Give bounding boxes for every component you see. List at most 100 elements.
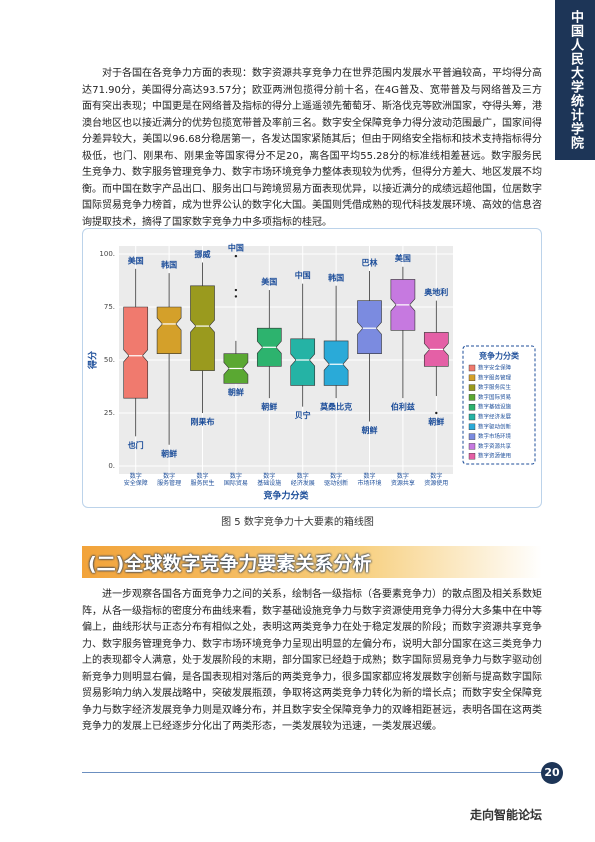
x-tick-label-line: 数字 <box>330 472 342 480</box>
x-tick-label-line: 数字 <box>263 472 275 480</box>
annotation: 朝鲜 <box>261 402 277 412</box>
box <box>123 306 149 399</box>
x-tick-label-line: 数字 <box>297 472 309 480</box>
legend-swatch <box>468 403 476 411</box>
legend-swatch <box>468 452 476 460</box>
x-tick-label-line: 经济发展 <box>291 479 315 487</box>
footer-line <box>82 772 542 773</box>
legend-label: 数字国际贸易 <box>478 393 511 401</box>
legend-label: 数字服务管理 <box>478 373 512 381</box>
box <box>357 300 382 354</box>
x-tick-label-line: 驱动创新 <box>324 479 348 487</box>
legend-swatch <box>468 394 476 401</box>
side-title: 中国人民大学统计学院 <box>555 0 595 160</box>
section-heading: (二)全球数字竞争力要素关系分析 <box>88 553 372 575</box>
x-tick-label-line: 数字 <box>130 472 142 480</box>
box <box>290 338 316 386</box>
x-tick-label-line: 数字 <box>196 472 208 480</box>
x-tick-label: 数字驱动创新 <box>324 472 348 487</box>
annotation: 奥地利 <box>423 287 448 297</box>
annotation: 也门 <box>128 440 144 450</box>
x-tick-label: 数字资源共享 <box>391 472 415 487</box>
x-tick-label: 数字经济发展 <box>291 472 315 487</box>
annotation: 挪威 <box>195 249 211 259</box>
legend-box <box>462 345 536 465</box>
x-tick-label-line: 服务管理 <box>157 479 181 487</box>
chart: 0.25.50.75.100.得分竞争力分类美国也门数字安全保障韩国朝鲜数字服务… <box>87 243 536 502</box>
figure: 0. 25. 50. 75. 100. 得分 竞争力分类 美国 也门 数字安全保障 韩国 朝鲜 数字服务… <box>82 228 542 508</box>
y-tick-label: 25. <box>104 409 115 417</box>
paragraph: 进一步观察各国各方面竞争力之间的关系，绘制各一级指标（各要素竞争力）的散点图及相… <box>82 589 542 732</box>
annotation: 莫桑比克 <box>319 402 352 412</box>
legend-label: 数字基础设施 <box>478 403 512 411</box>
annotation: 朝鲜 <box>228 387 244 397</box>
x-tick-label: 数字基础设施 <box>257 472 281 487</box>
x-tick-label-line: 数字 <box>363 472 375 480</box>
page-number: 20 <box>541 762 563 784</box>
paragraph: 对于各国在各竞争力方面的表现：数字资源共享竞争力在世界范围内发展水平普遍较高，平… <box>82 68 542 228</box>
annotation: 中国 <box>228 243 244 253</box>
legend-swatch <box>468 433 476 440</box>
x-tick-label: 数字服务民生 <box>190 472 214 487</box>
legend-swatch <box>468 364 476 372</box>
x-tick-label-line: 国际贸易 <box>224 479 248 487</box>
x-tick-label-line: 数字 <box>397 472 409 480</box>
x-tick-label-line: 数字 <box>163 472 175 480</box>
legend-label: 数字驱动创新 <box>478 422 512 430</box>
x-tick-label: 数字市场环境 <box>357 472 381 487</box>
annotation: 朝鲜 <box>362 425 378 435</box>
legend-swatch <box>468 423 476 431</box>
x-tick-label-line: 资源共享 <box>391 479 415 487</box>
box <box>323 340 349 386</box>
annotation: 刚果布 <box>191 417 215 427</box>
annotation: 朝鲜 <box>161 448 177 458</box>
annotation: 中国 <box>295 270 311 280</box>
annotation: 美国 <box>261 277 277 287</box>
x-tick-label-line: 市场环境 <box>357 479 381 487</box>
watermark: 走向智能论坛 <box>470 808 543 822</box>
legend-swatch <box>468 374 476 382</box>
y-tick-label: 0. <box>108 462 115 470</box>
annotation: 韩国 <box>161 260 177 270</box>
x-tick-label-line: 基础设施 <box>257 479 281 487</box>
box <box>156 306 182 354</box>
annotation: 韩国 <box>328 272 344 282</box>
annotation: 贝宁 <box>295 410 311 420</box>
annotation: 美国 <box>395 253 411 263</box>
legend-label: 数字资源共享 <box>478 442 512 450</box>
legend-label: 数字资源使用 <box>478 452 511 460</box>
x-tick-label: 数字国际贸易 <box>224 472 248 487</box>
outlier <box>435 411 438 415</box>
annotation: 美国 <box>128 255 144 265</box>
section-heading-band: (二)全球数字竞争力要素关系分析 <box>82 546 542 578</box>
annotation: 巴林 <box>362 257 378 267</box>
outlier <box>234 288 238 292</box>
annotation: 朝鲜 <box>428 417 444 427</box>
legend-swatch <box>468 443 476 450</box>
x-tick-label: 数字服务管理 <box>157 472 181 487</box>
legend-swatch <box>468 384 476 391</box>
x-tick-label-line: 安全保障 <box>124 479 148 487</box>
box <box>190 285 215 371</box>
x-tick-label-line: 服务民生 <box>190 479 214 487</box>
x-tick-label-line: 数字 <box>230 472 242 480</box>
x-axis-label: 竞争力分类 <box>262 490 309 502</box>
legend-label: 数字安全保障 <box>478 364 512 372</box>
legend-label: 数字经济发展 <box>478 413 512 421</box>
x-tick-label: 数字安全保障 <box>124 472 148 487</box>
y-tick-label: 75. <box>104 303 115 311</box>
y-tick-label: 100. <box>99 250 115 258</box>
x-tick-label-line: 资源使用 <box>424 479 448 487</box>
annotation: 伯利兹 <box>391 402 415 412</box>
legend-label: 数字服务民生 <box>478 383 512 391</box>
x-tick-label-line: 数字 <box>430 472 442 480</box>
legend-title: 竞争力分类 <box>478 351 519 361</box>
outlier <box>234 254 238 258</box>
outlier <box>234 295 238 298</box>
legend-label: 数字市场环境 <box>478 432 512 440</box>
figure-caption: 图 5 数字竞争力十大要素的箱线图 <box>221 517 374 528</box>
legend-swatch <box>468 413 476 421</box>
x-tick-label: 数字资源使用 <box>424 472 448 487</box>
y-axis-label: 得分 <box>87 351 99 370</box>
